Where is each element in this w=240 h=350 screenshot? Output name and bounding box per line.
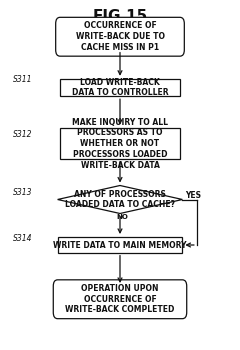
Text: S312: S312 [13, 130, 33, 139]
FancyBboxPatch shape [53, 280, 187, 318]
Text: WRITE DATA TO MAIN MEMORY: WRITE DATA TO MAIN MEMORY [53, 240, 187, 250]
FancyBboxPatch shape [56, 17, 184, 56]
Text: S313: S313 [13, 188, 33, 197]
Text: YES: YES [185, 191, 201, 201]
Text: S314: S314 [13, 234, 33, 243]
Bar [60, 79, 180, 96]
Bar [60, 128, 180, 159]
Text: OPERATION UPON
OCCURRENCE OF
WRITE-BACK COMPLETED: OPERATION UPON OCCURRENCE OF WRITE-BACK … [65, 284, 175, 315]
Polygon shape [58, 186, 182, 214]
Bar [58, 237, 182, 253]
Text: ANY OF PROCESSORS
LOADED DATA TO CACHE?: ANY OF PROCESSORS LOADED DATA TO CACHE? [65, 190, 175, 209]
Text: NO: NO [116, 214, 128, 220]
Text: LOAD WRITE-BACK
DATA TO CONTROLLER: LOAD WRITE-BACK DATA TO CONTROLLER [72, 78, 168, 97]
Text: S311: S311 [13, 75, 33, 84]
Text: MAKE INQUIRY TO ALL
PROCESSORS AS TO
WHETHER OR NOT
PROCESSORS LOADED
WRITE-BACK: MAKE INQUIRY TO ALL PROCESSORS AS TO WHE… [72, 118, 168, 169]
Text: FIG.15: FIG.15 [92, 9, 148, 24]
Text: OCCURRENCE OF
WRITE-BACK DUE TO
CACHE MISS IN P1: OCCURRENCE OF WRITE-BACK DUE TO CACHE MI… [76, 21, 164, 52]
